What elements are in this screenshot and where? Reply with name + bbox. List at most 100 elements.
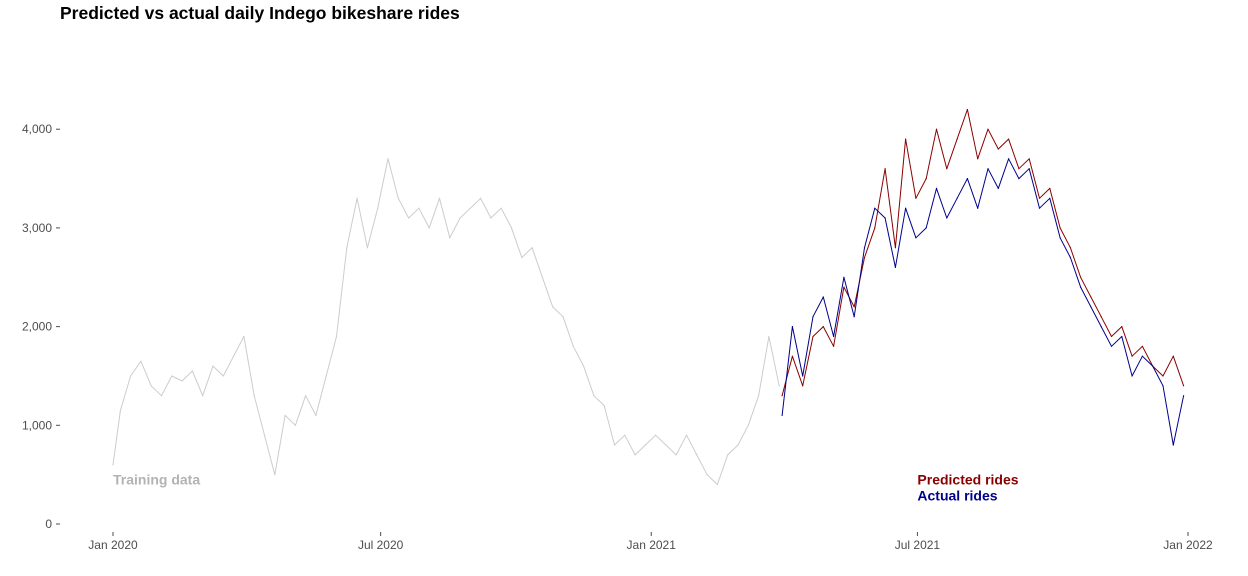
data-point-predicted	[802, 385, 804, 387]
data-point-actual	[874, 207, 876, 209]
data-point-training	[315, 414, 317, 416]
data-point-predicted	[1008, 138, 1010, 140]
data-point-training	[778, 385, 780, 387]
data-point-predicted	[946, 168, 948, 170]
data-point-training	[294, 424, 296, 426]
data-point-training	[583, 365, 585, 367]
data-point-training	[675, 454, 677, 456]
series-line-actual	[781, 158, 1185, 446]
data-point-predicted	[1131, 355, 1133, 357]
data-point-actual	[1183, 395, 1185, 397]
data-point-predicted	[1141, 345, 1143, 347]
data-point-predicted	[1172, 355, 1174, 357]
data-point-predicted	[781, 395, 783, 397]
data-point-training	[356, 197, 358, 199]
x-tick-label: Jan 2020	[88, 538, 138, 552]
x-tick-label: Jul 2021	[895, 538, 941, 552]
annotation-label: Actual rides	[917, 487, 997, 503]
data-point-training	[387, 158, 389, 160]
y-tick-label: 0	[45, 517, 52, 531]
data-point-predicted	[812, 335, 814, 338]
data-point-predicted	[1018, 168, 1020, 170]
data-point-actual	[925, 227, 927, 229]
data-point-actual	[1069, 256, 1071, 259]
y-tick-label: 2,000	[22, 320, 52, 334]
data-point-predicted	[1028, 158, 1030, 160]
data-point-training	[469, 207, 471, 209]
data-point-training	[150, 385, 152, 387]
data-point-predicted	[1100, 316, 1102, 318]
data-point-predicted	[874, 227, 876, 229]
data-point-training	[243, 335, 245, 338]
data-point-actual	[1008, 158, 1010, 160]
data-point-predicted	[863, 256, 866, 259]
data-point-training	[531, 247, 533, 249]
data-point-actual	[1131, 375, 1133, 377]
data-point-training	[449, 237, 451, 239]
data-point-training	[758, 395, 760, 397]
data-point-predicted	[884, 168, 886, 170]
data-point-training	[112, 464, 114, 466]
data-point-actual	[956, 197, 958, 199]
data-point-training	[521, 256, 523, 259]
data-point-predicted	[822, 326, 824, 328]
data-point-training	[130, 375, 132, 377]
data-point-actual	[915, 237, 917, 239]
data-point-actual	[977, 207, 979, 209]
series-line-predicted	[781, 109, 1185, 396]
data-point-actual	[1162, 385, 1164, 387]
data-point-actual	[1152, 365, 1154, 367]
data-point-predicted	[1183, 385, 1185, 387]
data-point-predicted	[1069, 247, 1071, 249]
data-point-actual	[987, 168, 989, 170]
data-point-training	[119, 409, 121, 412]
data-point-training	[233, 355, 235, 357]
data-point-predicted	[956, 138, 958, 140]
data-point-predicted	[1059, 227, 1061, 229]
data-point-training	[160, 395, 163, 397]
data-point-training	[181, 380, 183, 382]
data-point-predicted	[935, 128, 938, 130]
data-point-training	[418, 207, 420, 209]
y-tick-label: 1,000	[22, 418, 52, 432]
data-point-actual	[1038, 207, 1041, 209]
data-point-training	[490, 217, 492, 219]
y-tick-label: 4,000	[22, 122, 52, 136]
data-point-actual	[1018, 178, 1020, 180]
data-point-training	[222, 375, 224, 377]
data-point-training	[263, 434, 266, 436]
data-point-training	[253, 395, 255, 397]
data-point-actual	[1049, 197, 1051, 199]
data-point-training	[634, 454, 636, 456]
data-point-training	[665, 444, 667, 446]
annotation-label: Training data	[113, 472, 200, 488]
data-point-actual	[843, 276, 845, 278]
data-point-training	[346, 247, 348, 249]
data-point-actual	[853, 316, 855, 318]
data-point-predicted	[1162, 375, 1164, 377]
data-point-training	[768, 335, 770, 338]
data-point-training	[644, 444, 647, 446]
data-point-predicted	[966, 108, 969, 111]
data-point-actual	[791, 326, 794, 328]
x-tick-label: Jan 2021	[627, 538, 677, 552]
data-point-predicted	[1038, 197, 1041, 199]
data-point-training	[335, 335, 338, 338]
data-point-predicted	[894, 247, 897, 249]
data-point-predicted	[915, 197, 917, 199]
data-point-training	[274, 474, 276, 476]
data-point-training	[140, 360, 142, 362]
data-point-predicted	[977, 158, 979, 160]
data-point-training	[562, 316, 564, 318]
data-point-predicted	[987, 128, 989, 130]
data-point-actual	[1080, 286, 1082, 288]
data-point-actual	[1090, 306, 1092, 308]
data-point-predicted	[853, 306, 855, 308]
data-point-predicted	[1110, 335, 1113, 338]
data-point-predicted	[833, 345, 835, 347]
annotation-label: Predicted rides	[917, 472, 1018, 488]
data-point-actual	[1172, 444, 1174, 446]
data-point-actual	[1028, 168, 1030, 170]
data-point-actual	[946, 217, 948, 219]
